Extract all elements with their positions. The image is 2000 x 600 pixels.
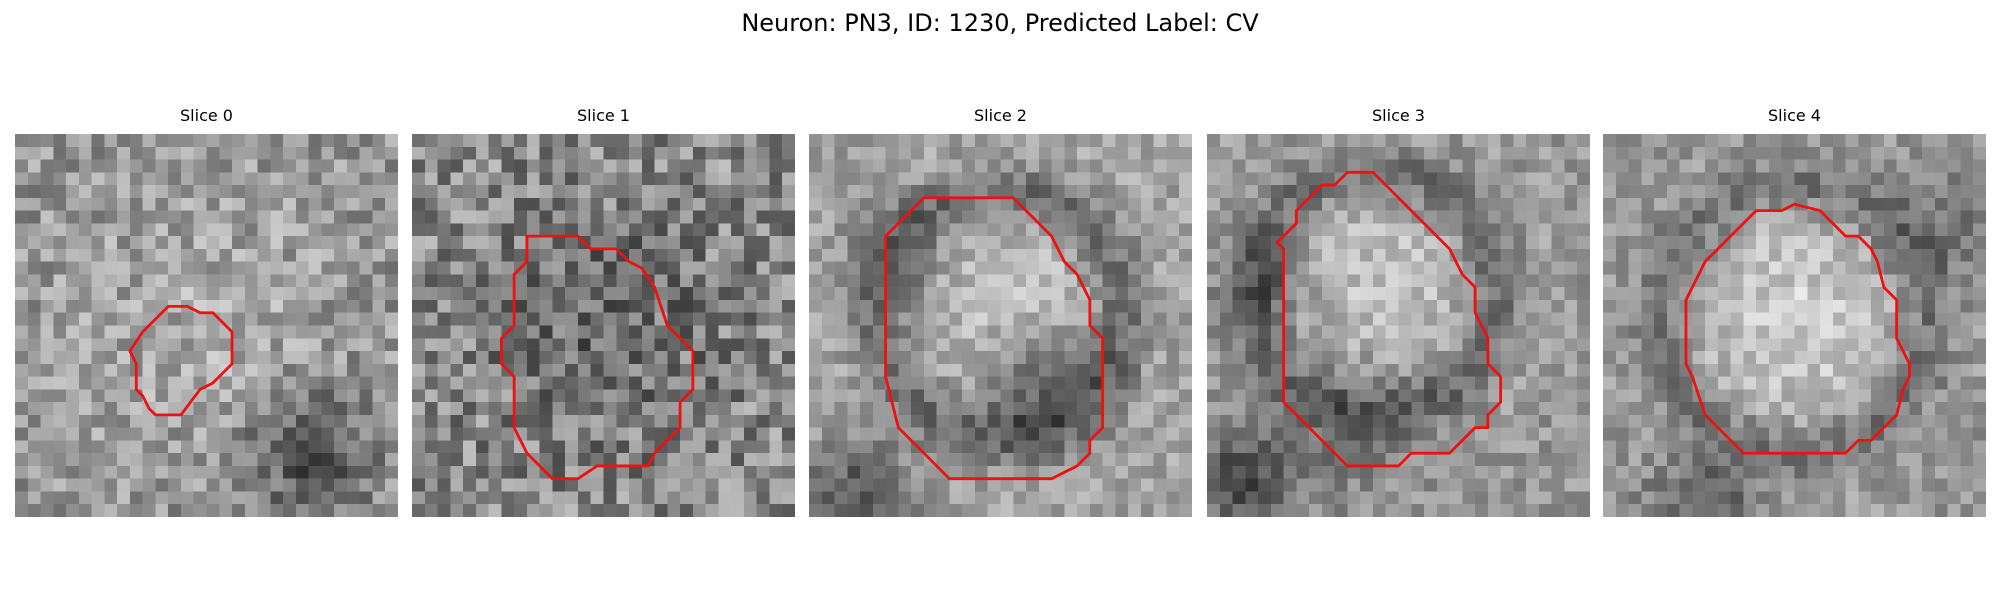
slice-panel-1: Slice 1 [412,106,795,521]
slice-panel-2: Slice 2 [809,106,1192,521]
pixel-grid [1207,134,1590,517]
slice-image [1207,134,1590,517]
contour-outline [499,234,695,481]
slice-title: Slice 3 [1372,106,1425,125]
slice-title: Slice 0 [180,106,233,125]
slice-title: Slice 1 [577,106,630,125]
pixel-grid [15,134,398,517]
slice-image [1603,134,1986,517]
slice-title: Slice 2 [974,106,1027,125]
slice-image [809,134,1192,517]
contour-outline [1275,170,1503,468]
contour-outline [1684,202,1911,455]
slice-panel-3: Slice 3 [1207,106,1590,521]
figure-title: Neuron: PN3, ID: 1230, Predicted Label: … [741,9,1259,37]
slice-image [15,134,398,517]
slice-panel-4: Slice 4 [1603,106,1986,521]
slice-panel-0: Slice 0 [15,106,398,521]
pixel-grid [1603,134,1986,517]
slice-image [412,134,795,517]
pixel-grid [809,134,1192,517]
contour-outline [884,196,1105,481]
pixel-grid [412,134,795,517]
slice-title: Slice 4 [1768,106,1821,125]
contour-outline [128,304,234,417]
